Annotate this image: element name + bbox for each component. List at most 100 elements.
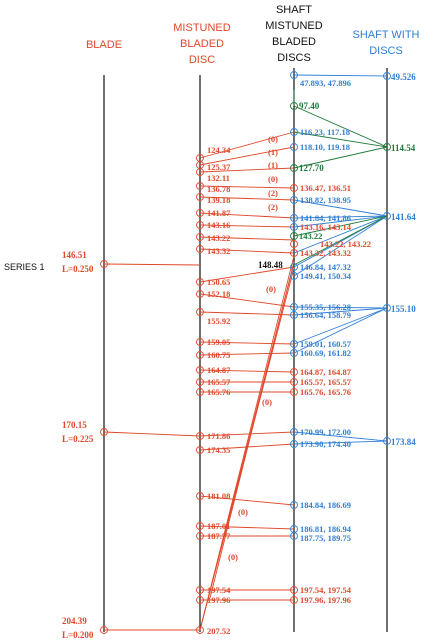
shaft-mode-marker bbox=[290, 586, 298, 594]
connector-blue bbox=[293, 440, 388, 445]
mistuned-mode-marker bbox=[196, 182, 204, 190]
shaft-mode-marker bbox=[290, 232, 298, 240]
nodal-tag: (1) bbox=[268, 147, 278, 157]
blade-freq-label: 170.15 bbox=[62, 420, 87, 430]
connector-blade-1 bbox=[103, 263, 201, 266]
connector-blade-2 bbox=[103, 431, 201, 437]
header-blade: BLADE bbox=[86, 39, 122, 51]
shaft-mode-marker bbox=[290, 272, 298, 280]
shaft-pair-label: 165.57, 165.57 bbox=[300, 377, 352, 387]
mistuned-mode-marker bbox=[196, 193, 204, 201]
header-shaft-mistuned-line-2: MISTUNED bbox=[265, 20, 323, 32]
series-label: SERIES 1 bbox=[4, 262, 45, 272]
shaft-discs-freq-label: 141.64 bbox=[391, 212, 416, 222]
header-mistuned-line-1: MISTUNED bbox=[173, 22, 231, 34]
mistuned-mode-marker bbox=[196, 596, 204, 604]
mistuned-freq-label: 171.86 bbox=[207, 431, 230, 441]
shaft-pair-label: 186.81, 186.94 bbox=[300, 524, 352, 534]
connector-red bbox=[199, 495, 295, 506]
shaft-discs-mode-marker bbox=[383, 212, 391, 220]
shaft-pair-label: 173.90, 174.40 bbox=[300, 439, 351, 449]
shaft-discs-mode-marker bbox=[383, 143, 391, 151]
mistuned-mode-marker bbox=[196, 522, 204, 530]
shaft-discs-mode-marker bbox=[383, 304, 391, 312]
shaft-mode-marker bbox=[290, 428, 298, 436]
connector-green bbox=[293, 105, 388, 148]
mistuned-mode-marker bbox=[196, 221, 204, 229]
nodal-tag: (2) bbox=[268, 188, 278, 198]
connector-red bbox=[199, 311, 295, 316]
connector-green bbox=[293, 146, 388, 169]
blade-length-label: L=0.225 bbox=[62, 434, 94, 444]
shaft-mode-marker bbox=[290, 184, 298, 192]
shaft-pair-labels: 47.893, 47.896 116.23, 117.18 118.10, 11… bbox=[300, 78, 371, 605]
connector-red bbox=[199, 167, 295, 173]
header-shaft-discs-line-2: DISCS bbox=[369, 45, 403, 57]
shaft-mode-marker bbox=[290, 249, 298, 257]
shaft-pair-label: 170.99, 172.00 bbox=[300, 427, 351, 437]
nodal-tag: (0) bbox=[268, 174, 278, 184]
shaft-mode-marker bbox=[290, 263, 298, 271]
connectors bbox=[103, 74, 388, 631]
shaft-discs-freq-label: 49.526 bbox=[391, 72, 416, 82]
shaft-pair-label: 138.82, 138.95 bbox=[300, 195, 351, 205]
mistuned-mode-marker bbox=[196, 278, 204, 286]
shaft-mode-marker bbox=[290, 223, 298, 231]
blade-freq-label: 204.39 bbox=[62, 616, 87, 626]
mistuned-freq-label: 174.35 bbox=[207, 445, 230, 455]
connector-blue bbox=[293, 215, 388, 219]
shaft-pair-label: 187.75, 189.75 bbox=[300, 533, 351, 543]
shaft-mode-marker bbox=[290, 532, 298, 540]
connector-red bbox=[199, 146, 295, 166]
mistuned-freq-label: 160.75 bbox=[207, 350, 230, 360]
blade-labels: 146.51 L=0.250 170.15 L=0.225 204.39 L=0… bbox=[62, 250, 94, 640]
shaft-pair-label: 136.47, 136.51 bbox=[300, 183, 351, 193]
nodal-tag: (1) bbox=[268, 160, 278, 170]
mistuned-mode-marker bbox=[196, 492, 204, 500]
mistuned-freq-label: 132.11 bbox=[207, 173, 230, 183]
mistuned-labels: 124.34 125.37 132.11 136.78 139.18 141.8… bbox=[207, 145, 231, 636]
shaft-mode-marker bbox=[290, 596, 298, 604]
mistuned-mode-marker bbox=[196, 338, 204, 346]
shaft-mode-marker bbox=[290, 340, 298, 348]
shaft-pair-label: 160.69, 161.82 bbox=[300, 348, 351, 358]
header-shaft-discs-line-1: SHAFT WITH bbox=[352, 29, 419, 41]
blade-mode-marker bbox=[100, 626, 108, 634]
shaft-pair-label: 141.84, 141.86 bbox=[300, 213, 351, 223]
mistuned-freq-label: 139.18 bbox=[207, 195, 230, 205]
connector-red bbox=[199, 369, 295, 373]
connector-red-diagonal bbox=[209, 261, 295, 599]
shaft-mode-marker bbox=[290, 240, 298, 248]
shaft-mode-marker bbox=[290, 196, 298, 204]
connector-red bbox=[199, 185, 295, 189]
mistuned-freq-label: 155.92 bbox=[207, 316, 230, 326]
connector-red bbox=[199, 131, 295, 159]
shaft-mode-marker bbox=[290, 128, 298, 136]
nodal-tag: (0) bbox=[228, 552, 238, 562]
shaft-pair-label: 159.01, 160.57 bbox=[300, 339, 352, 349]
header-shaft-mistuned-line-4: DISCS bbox=[277, 52, 311, 64]
nodal-diameter-tags: (0) (1) (1) (0) (2) (2) (0) (0) (0) (0) bbox=[228, 134, 278, 562]
mistuned-freq-label: 150.65 bbox=[207, 277, 230, 287]
mistuned-freq-label: 197.54 bbox=[207, 585, 231, 595]
blade-length-label: L=0.200 bbox=[62, 630, 94, 640]
connector-blue bbox=[293, 306, 388, 309]
connector-blue bbox=[293, 215, 388, 254]
mistuned-mode-marker bbox=[196, 351, 204, 359]
mistuned-mode-marker bbox=[196, 290, 204, 298]
mistuned-freq-label: 143.16 bbox=[207, 220, 230, 230]
shaft-pair-label: 143.32, 143.32 bbox=[300, 248, 351, 258]
shaft-discs-mode-marker bbox=[383, 72, 391, 80]
shaft-pair-label: 155.35, 156.28 bbox=[300, 302, 351, 312]
shaft-freq-label-148: 148.48 bbox=[258, 260, 283, 270]
mistuned-mode-marker bbox=[196, 626, 204, 634]
mistuned-mode-marker bbox=[196, 308, 204, 316]
nodal-tag: (0) bbox=[238, 507, 248, 517]
header-shaft-mistuned-line-1: SHAFT bbox=[276, 4, 312, 16]
shaft-freq-label: 143.22 bbox=[299, 231, 322, 241]
shaft-pair-label: 164.87, 164.87 bbox=[300, 367, 352, 377]
shaft-mode-marker bbox=[290, 102, 298, 110]
mistuned-freq-label: 141.87 bbox=[207, 208, 231, 218]
blade-mode-marker bbox=[100, 260, 108, 268]
mistuned-mode-marker bbox=[196, 366, 204, 374]
